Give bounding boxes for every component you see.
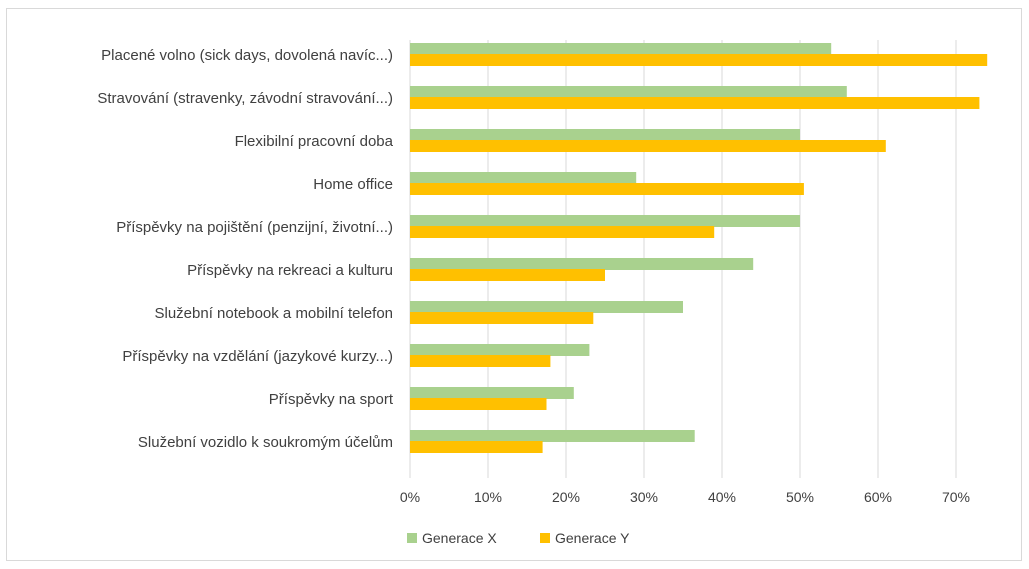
bar-generace-x [410, 129, 800, 141]
bar-generace-x [410, 258, 754, 270]
category-label: Příspěvky na pojištění (penzijní, životn… [116, 219, 393, 236]
category-label: Flexibilní pracovní doba [235, 133, 394, 150]
category-label: Home office [313, 176, 393, 193]
bar-generace-y [410, 312, 594, 324]
category-label: Příspěvky na vzdělání (jazykové kurzy...… [122, 348, 393, 365]
bar-generace-x [410, 301, 683, 313]
x-tick-label: 20% [552, 489, 580, 505]
x-tick-label: 60% [864, 489, 892, 505]
bar-generace-x [410, 86, 847, 98]
bar-generace-y [410, 97, 980, 109]
bar-generace-x [410, 172, 637, 184]
bar-generace-y [410, 226, 715, 238]
bar-generace-x [410, 43, 832, 55]
legend-swatch-generace-y [540, 533, 550, 543]
category-label: Příspěvky na rekreaci a kulturu [187, 262, 393, 279]
bar-generace-y [410, 54, 988, 66]
category-label: Služební notebook a mobilní telefon [155, 305, 394, 322]
x-tick-label: 30% [630, 489, 658, 505]
bar-generace-y [410, 183, 804, 195]
tick-labels: 0% 10% 20% 30% 40% 50% 60% 70% [400, 489, 970, 505]
category-label: Stravování (stravenky, závodní stravován… [97, 90, 393, 107]
category-label: Placené volno (sick days, dovolená navíc… [101, 47, 393, 64]
legend-label: Generace X [422, 530, 497, 546]
bar-generace-y [410, 398, 547, 410]
bar-generace-x [410, 430, 695, 442]
bar-generace-y [410, 269, 605, 281]
legend: Generace X Generace Y [407, 530, 630, 546]
x-tick-label: 50% [786, 489, 814, 505]
x-tick-label: 40% [708, 489, 736, 505]
bar-generace-x [410, 344, 590, 356]
bar-generace-x [410, 387, 574, 399]
category-label: Příspěvky na sport [269, 391, 394, 408]
x-tick-label: 0% [400, 489, 420, 505]
legend-label: Generace Y [555, 530, 630, 546]
x-tick-label: 70% [942, 489, 970, 505]
bar-generace-y [410, 355, 551, 367]
legend-swatch-generace-x [407, 533, 417, 543]
bar-generace-y [410, 140, 886, 152]
x-tick-label: 10% [474, 489, 502, 505]
bar-generace-y [410, 441, 543, 453]
bars [410, 43, 988, 453]
category-labels: Placené volno (sick days, dovolená navíc… [97, 47, 394, 451]
bar-generace-x [410, 215, 800, 227]
category-label: Služební vozidlo k soukromým účelům [138, 434, 393, 451]
